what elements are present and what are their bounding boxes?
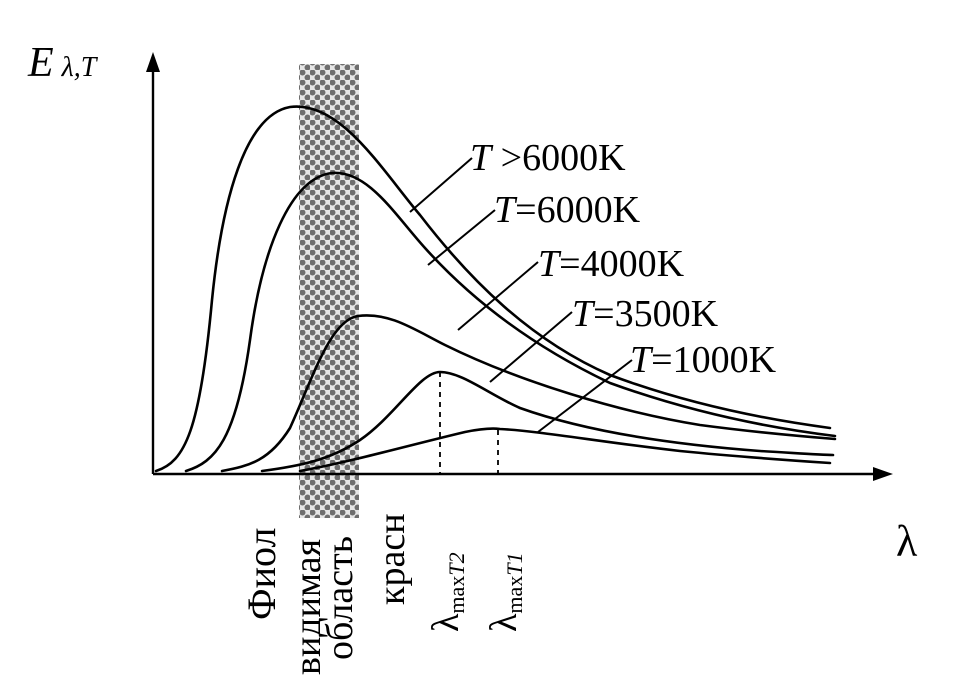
label-t-4000-value: =4000K xyxy=(559,243,684,285)
label-t-above-6000-t: T xyxy=(470,137,494,179)
lambda-max-t1-symbol: λ xyxy=(483,613,525,632)
leader-t-1000 xyxy=(537,359,633,433)
curve-t-4000 xyxy=(220,314,837,473)
label-t-1000: T=1000K xyxy=(630,339,777,381)
label-t-6000-t: T xyxy=(494,189,518,231)
y-axis-label-main: E xyxy=(27,40,54,86)
lambda-max-t2-symbol: λ xyxy=(425,613,467,632)
label-t-6000: T=6000K xyxy=(494,189,641,231)
label-t-3500: T=3500K xyxy=(572,293,719,335)
label-t-3500-value: =3500K xyxy=(593,293,718,335)
leader-t-above-6000 xyxy=(409,157,473,213)
label-t-3500-t: T xyxy=(572,293,596,335)
x-axis-arrow xyxy=(873,467,893,481)
region-label-visible-line2: область xyxy=(319,536,361,660)
lambda-max-t1-sub: max xyxy=(502,576,527,614)
curve-t-3500 xyxy=(260,370,835,473)
curve-t-1000 xyxy=(298,427,832,473)
y-axis-arrow xyxy=(146,52,160,72)
label-t-above-6000: T >6000K xyxy=(470,137,626,179)
x-axis-label: λ xyxy=(896,517,918,566)
region-label-violet: Фиол xyxy=(239,528,284,620)
leader-t-6000 xyxy=(427,209,496,266)
lambda-max-t2-label: λmaxT2 xyxy=(425,552,469,632)
visible-region-band xyxy=(299,64,359,518)
label-t-4000-t: T xyxy=(538,243,562,285)
y-axis-label-sub: λ,T xyxy=(61,52,99,83)
leader-t-4000 xyxy=(457,261,539,331)
label-t-1000-value: =1000K xyxy=(651,339,776,381)
region-label-visible-line1: видимая xyxy=(287,539,329,675)
leader-t-3500 xyxy=(489,311,573,383)
lambda-max-t2-t: T2 xyxy=(444,552,469,575)
label-t-6000-value: =6000K xyxy=(515,189,640,231)
lambda-max-t2-sub: max xyxy=(444,576,469,614)
label-t-1000-t: T xyxy=(630,339,654,381)
lambda-max-t1-t: T1 xyxy=(502,552,527,575)
label-t-above-6000-value: >6000K xyxy=(491,137,626,179)
curve-t-6000 xyxy=(184,171,837,473)
label-t-4000: T=4000K xyxy=(538,243,685,285)
lambda-max-t1-label: λmaxT1 xyxy=(483,552,527,632)
region-label-red: красн xyxy=(371,513,413,605)
curve-t-above-6000 xyxy=(154,105,832,473)
